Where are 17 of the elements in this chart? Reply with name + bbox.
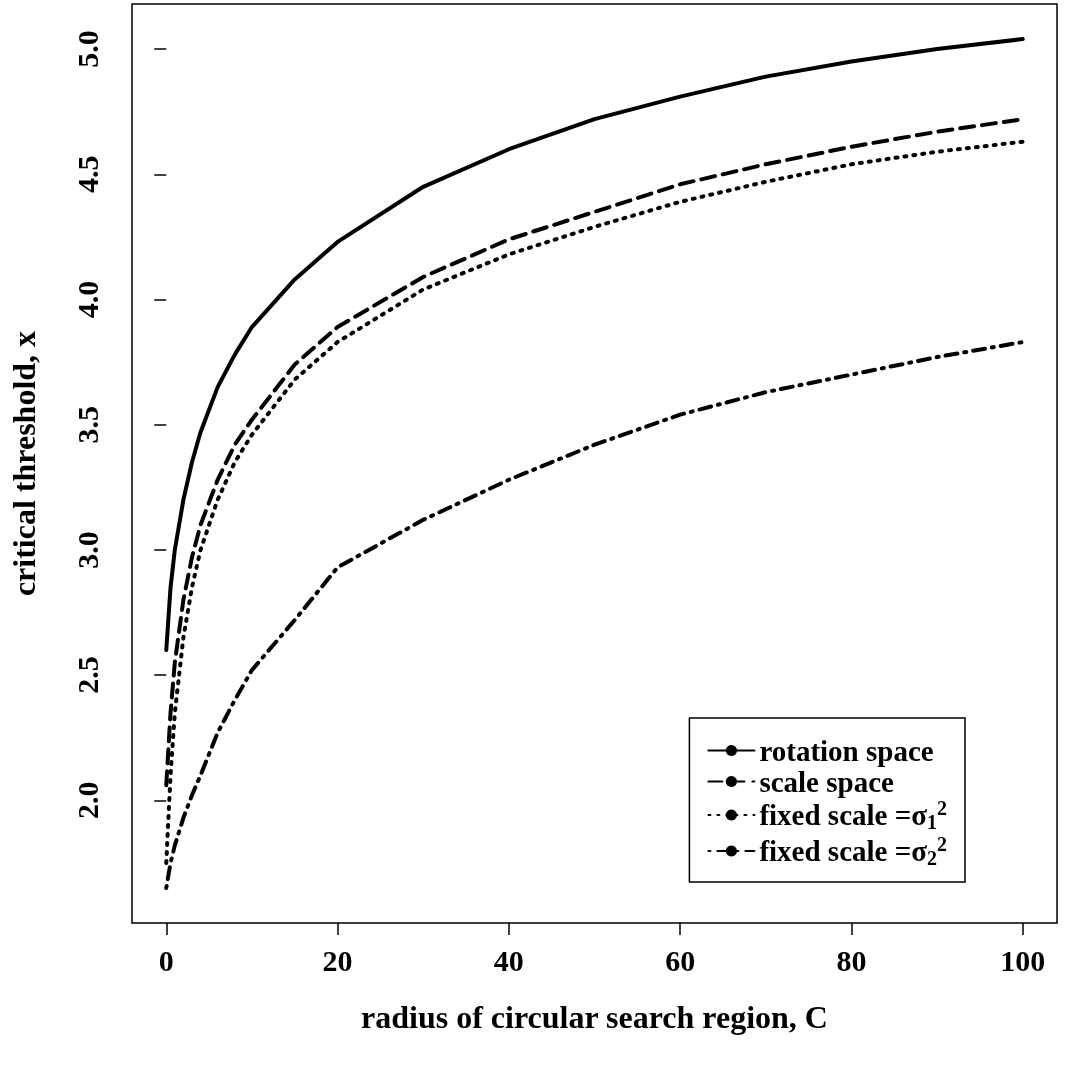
y-tick-label: 4.5 [70, 155, 104, 194]
x-axis-title: radius of circular search region, C [361, 999, 828, 1035]
y-tick-label: 3.5 [70, 405, 104, 444]
y-tick-label: 2.0 [70, 781, 104, 820]
y-tick-label: 2.5 [70, 656, 104, 694]
x-tick-label: 100 [1000, 943, 1046, 977]
x-tick-label: 60 [665, 943, 696, 977]
x-tick-label: 40 [493, 943, 524, 977]
line-series [164, 37, 1025, 653]
x-tick-label: 80 [836, 943, 867, 977]
y-tick-label: 5.0 [70, 30, 104, 68]
x-tick-label: 20 [322, 943, 353, 977]
legend-label: rotation space [759, 734, 934, 767]
y-tick-label: 3.0 [70, 531, 104, 569]
y-axis-title: critical threshold, x [6, 330, 42, 597]
x-tick-label: 0 [158, 943, 174, 977]
y-tick-label: 4.0 [70, 280, 104, 319]
